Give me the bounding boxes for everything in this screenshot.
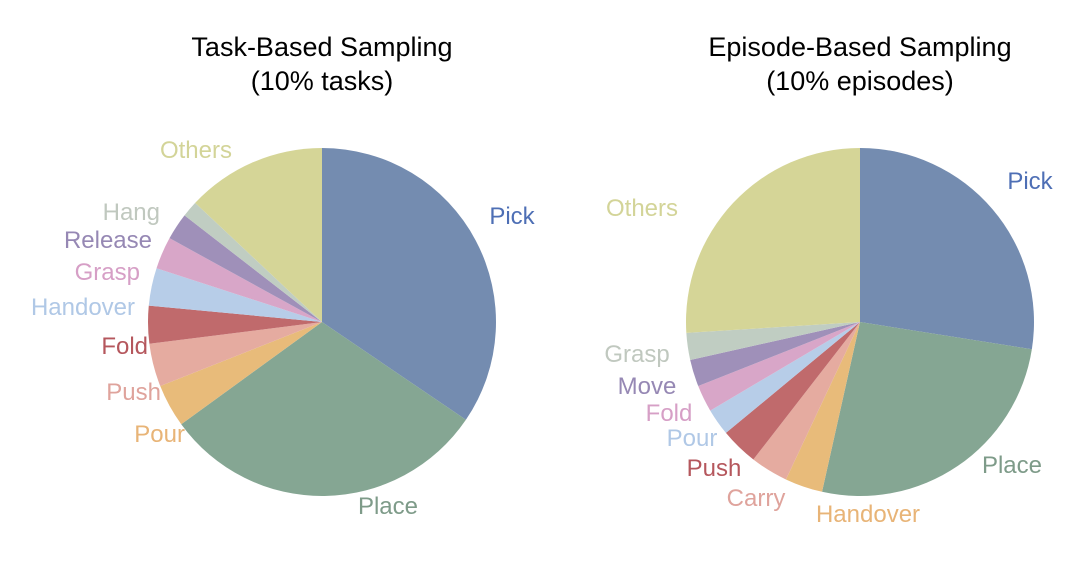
slice-label-others: Others <box>160 137 232 164</box>
slice-label-place: Place <box>982 452 1042 479</box>
slice-pick <box>860 148 1035 350</box>
slice-carry <box>753 322 860 480</box>
slice-grasp <box>156 238 322 322</box>
slice-label-pour: Pour <box>134 421 185 448</box>
slice-pick <box>322 148 496 420</box>
slice-label-hang: Hang <box>103 199 160 226</box>
slice-label-handover: Handover <box>31 294 135 321</box>
slice-label-others: Others <box>606 195 678 222</box>
slice-label-push: Push <box>687 455 742 482</box>
slice-label-pick: Pick <box>1007 168 1053 195</box>
slice-place <box>181 322 466 496</box>
slice-label-pour: Pour <box>667 425 718 452</box>
slice-hang <box>184 202 322 322</box>
slice-label-move: Move <box>618 373 677 400</box>
chart-2-subtitle: (10% episodes) <box>766 66 954 96</box>
slice-fold <box>147 305 322 344</box>
slice-grasp <box>686 322 860 360</box>
slice-others <box>685 147 860 333</box>
slice-others <box>195 148 322 322</box>
slice-push <box>725 322 860 460</box>
chart-2-title: Episode-Based Sampling <box>708 32 1011 62</box>
chart-1-subtitle: (10% tasks) <box>251 66 394 96</box>
slice-label-handover: Handover <box>816 501 920 528</box>
chart-task-based: Task-Based Sampling (10% tasks) Pick Plac… <box>31 32 536 520</box>
slice-label-grasp: Grasp <box>75 259 140 286</box>
slice-handover <box>148 268 322 322</box>
chart-2-slices <box>685 147 1035 497</box>
slice-pour <box>710 322 860 433</box>
slice-fold <box>698 322 860 411</box>
chart-1-labels: Pick Place Pour Push Fold Handover Grasp Releas… <box>31 137 536 520</box>
slice-label-push: Push <box>106 379 161 406</box>
slice-label-fold: Fold <box>646 400 693 427</box>
slice-pour <box>160 322 322 425</box>
chart-1-title: Task-Based Sampling <box>191 32 452 62</box>
slice-label-fold: Fold <box>101 333 148 360</box>
slice-handover <box>785 322 860 492</box>
chart-episode-based: Episode-Based Sampling (10% episodes) Pi… <box>604 32 1053 528</box>
slice-label-carry: Carry <box>727 485 786 512</box>
slice-label-release: Release <box>64 227 152 254</box>
slice-release <box>169 215 322 322</box>
slice-label-place: Place <box>358 493 418 520</box>
slice-place <box>822 322 1032 497</box>
slice-push <box>149 322 322 387</box>
chart-1-slices <box>147 148 496 496</box>
slice-move <box>690 322 860 387</box>
slice-label-pick: Pick <box>489 203 535 230</box>
slice-label-grasp: Grasp <box>604 341 669 368</box>
